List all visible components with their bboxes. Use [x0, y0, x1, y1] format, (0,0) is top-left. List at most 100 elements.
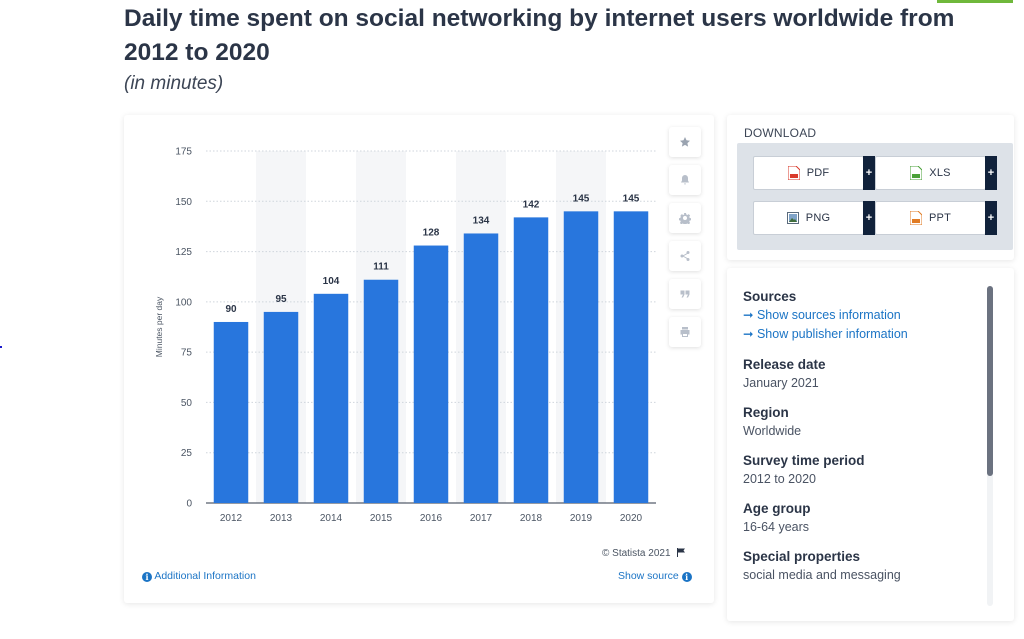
chart-toolbar [669, 127, 701, 355]
sources-section: Sources ➞ Show sources information ➞ Sho… [743, 288, 983, 344]
top-accent-bar [937, 0, 1013, 3]
release-date-section: Release date January 2021 [743, 356, 983, 392]
bar-value-label: 142 [523, 199, 540, 210]
survey-period-value: 2012 to 2020 [743, 472, 816, 486]
print-button[interactable] [669, 317, 701, 347]
download-panel: PDF + XLS + PNG + PPT + [737, 143, 1013, 250]
download-title: DOWNLOAD [744, 126, 817, 140]
download-ppt-button[interactable]: PPT + [875, 201, 997, 235]
bar-chart: 0 25 50 75 100 125 150 175 Minutes per day 90 2012… [154, 147, 656, 524]
download-png-button[interactable]: PNG + [753, 201, 875, 235]
age-group-label: Age group [743, 501, 811, 516]
survey-period-label: Survey time period [743, 453, 865, 468]
x-tick-label: 2018 [520, 513, 543, 524]
share-button[interactable] [669, 241, 701, 271]
show-source-link[interactable]: Show source i [618, 570, 692, 582]
download-card: DOWNLOAD PDF + XLS + PNG + PPT + [727, 115, 1014, 260]
edge-marker [0, 346, 2, 348]
download-ppt-label: PPT [929, 212, 951, 224]
x-tick-label: 2016 [420, 513, 443, 524]
gear-icon [679, 213, 691, 224]
y-tick-label: 0 [186, 499, 192, 510]
chart-card: 0 25 50 75 100 125 150 175 Minutes per day 90 2012… [124, 115, 714, 603]
show-source-label: Show source [618, 570, 679, 582]
y-tick-label: 150 [175, 197, 192, 208]
additional-information-label: Additional Information [154, 570, 256, 582]
special-properties-value: social media and messaging [743, 568, 901, 582]
pdf-file-icon [787, 166, 800, 180]
show-publisher-link[interactable]: ➞ Show publisher information [743, 327, 908, 341]
bell-icon [681, 175, 689, 185]
settings-button[interactable] [669, 203, 701, 233]
download-pdf-button[interactable]: PDF + [753, 156, 875, 190]
info-scrollbar[interactable] [987, 286, 993, 606]
ppt-file-icon [910, 211, 922, 225]
y-tick-label: 25 [181, 448, 193, 459]
favorite-button[interactable] [669, 127, 701, 157]
info-icon: i [142, 572, 152, 582]
star-icon [680, 137, 690, 147]
bar-value-label: 145 [623, 193, 640, 204]
age-group-section: Age group 16-64 years [743, 500, 983, 536]
bar [563, 211, 599, 503]
download-xls-button[interactable]: XLS + [875, 156, 997, 190]
download-xls-label: XLS [929, 167, 951, 179]
sources-label: Sources [743, 289, 797, 304]
copyright-note: © Statista 2021 [602, 548, 686, 559]
notification-button[interactable] [669, 165, 701, 195]
y-tick-label: 175 [175, 147, 192, 158]
download-pdf-options-button[interactable]: + [863, 156, 875, 190]
additional-information-link[interactable]: i Additional Information [142, 570, 256, 582]
release-date-label: Release date [743, 357, 826, 372]
region-label: Region [743, 405, 789, 420]
y-tick-label: 50 [181, 398, 193, 409]
download-pdf-label: PDF [806, 167, 830, 179]
x-tick-label: 2014 [320, 513, 343, 524]
quote-icon [680, 290, 690, 298]
y-tick-label: 125 [175, 247, 192, 258]
y-tick-label: 75 [181, 348, 193, 359]
download-png-label: PNG [805, 212, 831, 224]
bar [513, 217, 549, 503]
info-scroll-thumb[interactable] [987, 286, 993, 476]
bar-value-label: 104 [323, 276, 340, 287]
xls-file-icon [910, 166, 923, 180]
show-sources-link[interactable]: ➞ Show sources information [743, 308, 901, 322]
info-icon: i [681, 572, 692, 582]
bar [213, 321, 249, 503]
region-section: Region Worldwide [743, 404, 983, 440]
download-png-options-button[interactable]: + [863, 201, 875, 235]
chart-area: 0 25 50 75 100 125 150 175 Minutes per day 90 2012… [124, 115, 664, 535]
copyright-text: © Statista 2021 [602, 548, 671, 559]
page-subtitle: (in minutes) [124, 73, 224, 94]
bar-value-label: 90 [225, 304, 237, 315]
bar [313, 293, 349, 503]
y-tick-label: 100 [175, 297, 192, 308]
bar-value-label: 111 [373, 262, 389, 273]
cite-button[interactable] [669, 279, 701, 309]
region-value: Worldwide [743, 424, 802, 438]
x-tick-label: 2017 [470, 513, 493, 524]
bar-value-label: 134 [473, 215, 490, 226]
bar [613, 211, 649, 503]
statistic-info-card: Sources ➞ Show sources information ➞ Sho… [727, 268, 1014, 621]
x-tick-label: 2019 [570, 513, 593, 524]
bar [413, 245, 449, 503]
bar [463, 233, 499, 503]
bar [363, 279, 399, 503]
release-date-value: January 2021 [743, 376, 819, 390]
page-title: Daily time spent on social networking by… [124, 5, 955, 66]
bar-value-label: 95 [275, 294, 287, 305]
x-tick-label: 2015 [370, 513, 393, 524]
download-xls-options-button[interactable]: + [985, 156, 997, 190]
share-icon [680, 251, 690, 261]
flag-icon[interactable] [676, 548, 686, 557]
x-tick-label: 2013 [270, 513, 293, 524]
y-axis-title: Minutes per day [154, 296, 164, 357]
bar-value-label: 145 [573, 193, 590, 204]
x-tick-label: 2012 [220, 513, 243, 524]
bar-value-label: 128 [423, 228, 440, 239]
png-file-icon [786, 212, 799, 224]
print-icon [680, 327, 690, 337]
download-ppt-options-button[interactable]: + [985, 201, 997, 235]
